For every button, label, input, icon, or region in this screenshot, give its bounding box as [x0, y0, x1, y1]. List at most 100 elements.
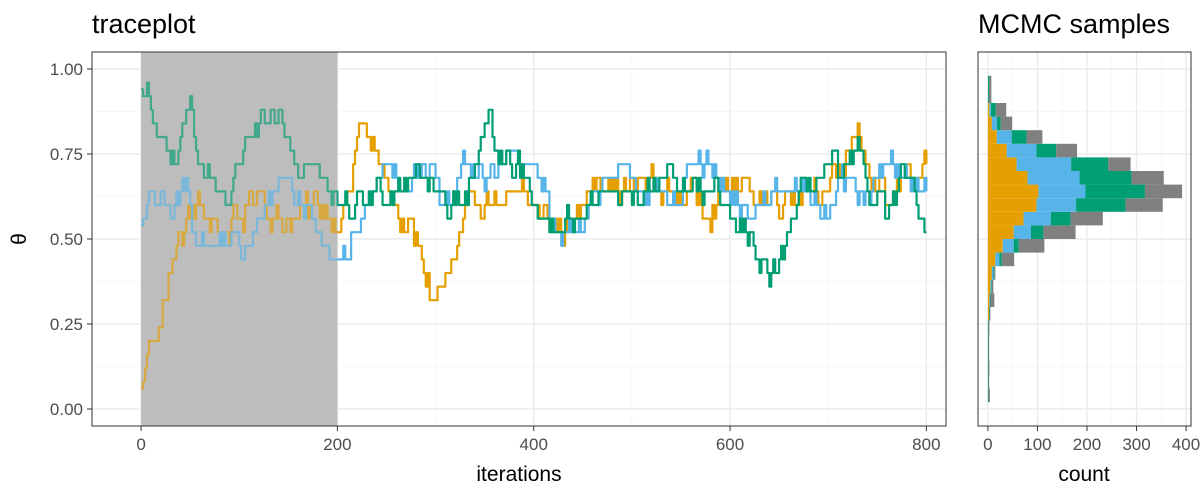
hist-bar-chain_2	[1036, 198, 1077, 212]
hist-bar-chain_3	[1085, 184, 1145, 199]
hist-bar-chain_3	[1013, 239, 1019, 253]
hist-bar-chain_4	[1125, 198, 1163, 212]
hist-bar-chain_1	[987, 225, 1014, 239]
histogram-bars	[987, 75, 1183, 403]
hist-bar-chain_3	[1036, 143, 1057, 158]
trace-x-tick-label: 0	[136, 435, 145, 454]
hist-bar-chain_4	[988, 334, 990, 348]
hist-bar-chain_1	[987, 293, 990, 307]
hist-bar-chain_2	[996, 130, 1012, 144]
hist-bar-chain_4	[1056, 143, 1078, 158]
hist-bar-chain_1	[987, 279, 991, 294]
burnin-overlay-rect	[141, 52, 338, 426]
hist-bar-chain_3	[987, 89, 989, 103]
hist-bar-chain_1	[987, 252, 996, 267]
trace-x-tick-label: 600	[716, 435, 744, 454]
hist-bar-chain_3	[988, 307, 990, 321]
hist-bar-chain_1	[987, 198, 1037, 212]
hist-bar-chain_4	[1018, 239, 1045, 253]
hist-bar-chain_4	[1108, 157, 1131, 171]
hist-bar-chain_3	[989, 293, 991, 307]
traceplot-x-label: iterations	[476, 463, 561, 486]
hist-bar-chain_3	[987, 75, 990, 90]
hist-bar-chain_2	[1002, 239, 1014, 253]
traceplot-series	[141, 52, 928, 426]
hist-bar-chain_4	[1026, 130, 1043, 144]
hist-bar-chain_3	[996, 116, 1001, 131]
hist-bar-chain_1	[987, 239, 1003, 253]
hist-bar-chain_4	[988, 320, 990, 335]
hist-bar-chain_4	[989, 307, 991, 321]
hist-bar-chain_4	[989, 75, 992, 90]
hist-bar-chain_2	[1038, 184, 1086, 199]
hist-bar-chain_2	[1013, 225, 1032, 239]
hist-bar-chain_3	[991, 279, 993, 294]
trace-line-chain_3	[141, 81, 927, 288]
hist-bar-chain_4	[988, 361, 990, 375]
hist-bar-chain_3	[987, 320, 989, 335]
hist-bar-chain_2	[1027, 171, 1080, 185]
hist-bar-chain_2	[1006, 143, 1037, 158]
trace-x-tick-label: 400	[520, 435, 548, 454]
hist-bar-chain_4	[1131, 171, 1164, 185]
hist-bar-chain_3	[1031, 225, 1044, 239]
hist-x-tick-label: 0	[983, 435, 992, 454]
hist-bar-chain_3	[1050, 211, 1071, 226]
trace-x-tick-label: 200	[323, 435, 351, 454]
hist-bar-chain_1	[987, 171, 1028, 185]
hist-bar-chain_4	[995, 103, 1007, 117]
histogram-x-label: count	[1058, 463, 1110, 486]
hist-bar-chain_1	[987, 307, 989, 321]
hist-bar-chain_3	[1011, 130, 1027, 144]
hist-bar-chain_3	[990, 103, 996, 117]
hist-bar-chain_2	[991, 116, 997, 131]
hist-x-tick-label: 200	[1073, 435, 1101, 454]
traceplot-x-axis: 0 200 400 600 800	[136, 426, 941, 454]
hist-bar-chain_2	[995, 252, 1000, 267]
hist-bar-chain_3	[1071, 157, 1109, 171]
hist-bar-chain_4	[1001, 252, 1015, 267]
hist-bar-chain_4	[1144, 184, 1183, 199]
hist-bar-chain_1	[987, 103, 990, 117]
hist-x-tick-label: 300	[1122, 435, 1150, 454]
trace-y-tick-label: 0.50	[50, 230, 83, 249]
hist-bar-chain_3	[987, 334, 989, 348]
trace-x-tick-label: 800	[912, 435, 940, 454]
hist-bar-chain_2	[989, 293, 991, 307]
hist-bar-chain_4	[988, 388, 990, 403]
hist-bar-chain_1	[987, 184, 1039, 199]
hist-bar-chain_3	[993, 266, 995, 280]
hist-bar-chain_4	[988, 89, 992, 103]
hist-bar-chain_4	[1070, 211, 1103, 226]
hist-bar-chain_1	[987, 130, 997, 144]
hist-bar-chain_1	[987, 211, 1024, 226]
traceplot-y-label: θ	[8, 233, 31, 245]
hist-bar-chain_2	[1023, 211, 1051, 226]
hist-bar-chain_4	[990, 293, 995, 307]
hist-bar-chain_4	[1043, 225, 1076, 239]
hist-bar-chain_4	[994, 266, 996, 280]
hist-bar-chain_3	[987, 347, 989, 362]
hist-bar-chain_1	[987, 157, 1017, 171]
hist-bar-chain_3	[987, 375, 989, 389]
traceplot-y-axis: 0.00 0.25 0.50 0.75 1.00	[50, 60, 92, 419]
histogram-x-axis: 0 100 200 300 400	[983, 426, 1200, 454]
hist-bar-chain_2	[991, 266, 994, 280]
hist-bar-chain_4	[988, 375, 990, 389]
hist-bar-chain_3	[999, 252, 1002, 267]
histogram-frame	[977, 51, 1192, 427]
hist-bar-chain_3	[987, 361, 989, 375]
hist-bar-chain_2	[990, 279, 992, 294]
trace-y-tick-label: 1.00	[50, 60, 83, 79]
hist-bar-chain_1	[987, 266, 992, 280]
hist-bar-chain_3	[1076, 198, 1126, 212]
hist-x-tick-label: 100	[1023, 435, 1051, 454]
trace-y-tick-label: 0.25	[50, 315, 83, 334]
traceplot-title: traceplot	[92, 9, 196, 39]
hist-bar-chain_1	[987, 143, 1007, 158]
histogram-title: MCMC samples	[978, 9, 1170, 39]
hist-bar-chain_3	[1079, 171, 1132, 185]
hist-bar-chain_3	[987, 388, 989, 403]
hist-bar-chain_4	[1000, 116, 1013, 131]
